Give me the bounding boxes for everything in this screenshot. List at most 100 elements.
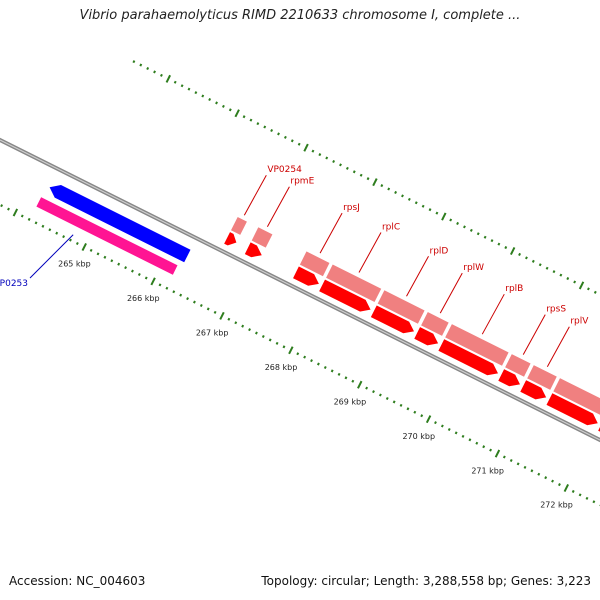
inner-tick-mark: [399, 403, 403, 407]
backbone-line: [0, 137, 600, 443]
gene-arrow[interactable]: [596, 418, 600, 436]
gene-arrow[interactable]: [243, 241, 264, 259]
inner-tick-mark: [179, 293, 183, 297]
gene-band[interactable]: [503, 352, 533, 379]
tick-label: 272 kbp: [540, 501, 573, 510]
inner-tick-mark: [323, 365, 327, 370]
inner-tick-mark: [7, 207, 10, 211]
inner-tick-mark: [282, 345, 286, 349]
outer-tick-mark: [215, 101, 218, 105]
inner-tick-mark: [357, 380, 363, 389]
gene-labels: VP0253 VP0254 rpmE rpsJ rplC rplD rplW rplB rpsS…: [0, 165, 589, 367]
outer-tick-mark: [414, 201, 418, 205]
outer-tick-mark: [277, 132, 280, 136]
gene-arrow[interactable]: [369, 304, 416, 335]
gene-label-leader: [522, 314, 546, 355]
outer-tick-mark: [497, 242, 501, 246]
inner-tick-mark: [516, 462, 520, 466]
outer-tick-mark: [394, 190, 398, 194]
outer-tick-mark: [290, 139, 294, 143]
gene-arrow-blue[interactable]: [49, 185, 191, 263]
gene-label: rpsJ: [343, 203, 360, 213]
inner-tick-mark: [406, 407, 410, 411]
gene-band[interactable]: [443, 322, 511, 368]
outer-tick-mark: [586, 287, 590, 291]
gene-arrow[interactable]: [496, 367, 522, 388]
inner-tick-mark: [337, 372, 341, 376]
gene-arrows[interactable]: [34, 185, 600, 436]
outer-tick-mark: [165, 74, 172, 83]
gene-band[interactable]: [376, 288, 427, 326]
outer-tick-mark: [132, 60, 136, 64]
outer-tick-mark: [228, 108, 232, 112]
gene-arrow[interactable]: [545, 391, 600, 427]
outer-tick-mark: [352, 170, 356, 174]
inner-tick-mark: [530, 469, 534, 473]
gene-arrow[interactable]: [317, 278, 373, 313]
outer-tick-mark: [401, 194, 404, 198]
inner-tick-mark: [254, 331, 258, 335]
outer-tick-mark: [566, 277, 570, 281]
gene-band[interactable]: [250, 225, 275, 250]
inner-tick-mark: [137, 272, 141, 277]
gene-label: rplD: [430, 246, 449, 256]
inner-tick-mark: [310, 359, 313, 363]
inner-tick-mark: [75, 242, 79, 246]
inner-tick-mark: [89, 248, 93, 252]
genome-summary-text: Topology: circular; Length: 3,288,558 bp…: [261, 574, 591, 588]
gene-label: rplB: [505, 284, 523, 294]
gene-band[interactable]: [229, 215, 249, 237]
tick-labels: 265 kbp 266 kbp 267 kbp 268 kbp 269 kbp 270 k…: [58, 260, 573, 510]
gene-arrow[interactable]: [412, 325, 440, 347]
tick-label: 271 kbp: [471, 466, 504, 475]
outer-tick-mark: [559, 273, 563, 277]
gene-arrow[interactable]: [518, 378, 548, 401]
inner-tick-mark: [303, 355, 307, 359]
gene-label-leader: [406, 256, 429, 297]
inner-tick-mark: [558, 483, 561, 487]
inner-tick-mark: [103, 255, 107, 259]
outer-tick-mark: [359, 173, 363, 177]
backbone-outer: [0, 137, 600, 443]
inner-tick-mark: [131, 269, 134, 273]
inner-tick-mark: [454, 431, 458, 435]
inner-tick-mark: [69, 238, 72, 242]
outer-tick-mark: [221, 104, 225, 108]
outer-tick-mark: [593, 290, 597, 294]
outer-tick-mark: [531, 259, 535, 263]
gene-band[interactable]: [525, 363, 559, 392]
gene-band[interactable]: [324, 262, 383, 304]
inner-tick-mark: [365, 386, 369, 390]
inner-tick-mark: [27, 217, 31, 221]
gene-label-leader: [358, 232, 382, 273]
inner-tick-mark: [571, 489, 575, 493]
outer-tick-mark: [146, 66, 150, 71]
gene-arrow[interactable]: [222, 230, 238, 247]
outer-tick-mark: [303, 143, 309, 152]
inner-tick-mark: [392, 400, 396, 404]
outer-tick-mark: [552, 270, 556, 274]
gene-label-leader: [546, 326, 570, 367]
outer-tick-mark: [208, 97, 212, 102]
inner-tick-mark: [378, 393, 382, 397]
inner-tick-mark: [489, 448, 493, 452]
inner-tick-mark: [344, 376, 348, 380]
inner-tick-mark: [316, 362, 320, 366]
outer-tick-mark: [538, 263, 542, 267]
outer-tick-mark: [180, 84, 184, 88]
gene-band[interactable]: [298, 249, 332, 278]
outer-tick-mark: [297, 142, 301, 146]
gene-arrow[interactable]: [291, 265, 321, 287]
inner-tick-mark: [563, 483, 570, 493]
gene-band[interactable]: [419, 310, 451, 338]
outer-tick-mark: [518, 252, 521, 256]
inner-tick-mark: [81, 242, 87, 251]
inner-tick-mark: [55, 231, 59, 235]
outer-tick-mark: [483, 235, 487, 239]
gene-band[interactable]: [551, 376, 600, 417]
inner-tick-mark: [213, 310, 217, 314]
gene-arrow-magenta[interactable]: [34, 195, 180, 277]
gene-arrow[interactable]: [437, 337, 500, 377]
inner-tick-dots: [0, 204, 600, 507]
